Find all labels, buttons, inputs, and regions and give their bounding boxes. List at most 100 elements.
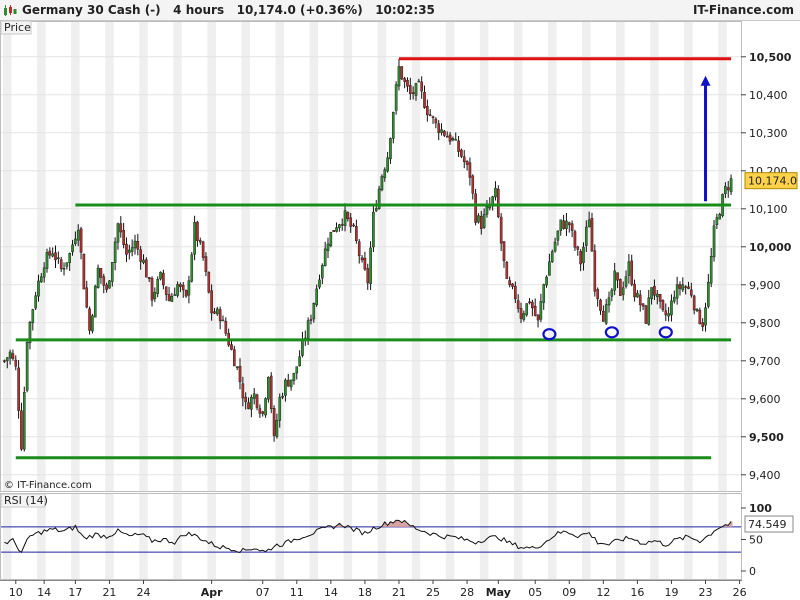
rsi-tick-label: 100 [749, 502, 772, 515]
candle-body [346, 212, 350, 220]
candle-body [658, 293, 662, 302]
candle-body [360, 257, 364, 261]
candle-body [497, 188, 500, 217]
candle-body [85, 287, 89, 308]
time-tick-label: May [486, 586, 511, 599]
price-panel-label: Price [4, 21, 31, 34]
candle-body [599, 299, 602, 311]
time-tick-label: 21 [392, 586, 406, 599]
candle-body [468, 162, 472, 178]
candle-body [269, 375, 273, 410]
candle-body [465, 160, 469, 165]
candle-body [241, 383, 245, 399]
candle-body [40, 276, 43, 283]
candle-body [184, 290, 188, 297]
candle-body [383, 169, 387, 178]
day-shade [513, 494, 523, 579]
candle-body [278, 397, 282, 421]
candle-body [145, 259, 148, 278]
chart-title: Germany 30 Cash (-) 4 hours 10,174.0 (+0… [22, 3, 435, 17]
candle-body [701, 322, 704, 328]
candle-body [437, 123, 441, 133]
candle-body [130, 247, 134, 252]
candle-body [715, 217, 719, 226]
candle-body [113, 241, 117, 263]
candle-body [593, 250, 597, 292]
candle-body [502, 241, 506, 262]
candle-body [198, 240, 202, 243]
target-arrow-head [700, 75, 711, 86]
candle-body [641, 303, 645, 307]
candle-body [233, 349, 236, 367]
candle-body [62, 268, 66, 270]
candle-body [335, 227, 338, 232]
price-tick-label: 10,400 [749, 89, 788, 102]
candle-body [34, 295, 37, 309]
candle-body [508, 280, 511, 286]
day-shade [411, 494, 421, 579]
candle-body [74, 238, 77, 244]
day-shade [309, 22, 319, 491]
time-tick-label: 07 [256, 586, 270, 599]
candle-body [630, 260, 634, 285]
candle-body [624, 276, 628, 287]
candle-body [548, 261, 551, 276]
day-shade [650, 22, 659, 491]
time-tick-label: 28 [460, 586, 474, 599]
candle-body [522, 313, 526, 320]
time-tick-label: Apr [201, 586, 223, 599]
price-tick-label: 9,500 [749, 431, 784, 444]
candle-body [181, 284, 185, 291]
rsi-panel: RSI (14) [0, 493, 741, 554]
candle-body [619, 279, 622, 296]
time-tick-label: 09 [562, 586, 576, 599]
support-touch-circle [658, 326, 673, 339]
time-tick-label: 10 [9, 586, 23, 599]
rsi-tick-label: 50 [749, 534, 763, 547]
day-shade [275, 22, 285, 491]
candle-body [607, 297, 611, 306]
candle-body [400, 66, 404, 80]
candle-body [647, 297, 651, 325]
candle-body [420, 81, 423, 92]
candle-body [301, 339, 304, 356]
candle-body [664, 310, 668, 316]
time-tick-label: 11 [290, 586, 304, 599]
candle-body [267, 377, 270, 400]
candle-body [5, 357, 9, 362]
candle-body [542, 284, 546, 303]
candle-body [672, 296, 676, 302]
candle-body [170, 295, 174, 302]
candle-body [275, 419, 279, 437]
candle-body [582, 246, 585, 263]
candle-body [289, 379, 293, 388]
candle-body [363, 257, 367, 270]
candle-body [690, 289, 693, 296]
day-shade [37, 494, 46, 579]
candle-body [604, 304, 608, 324]
price-tick-label: 10,500 [749, 51, 792, 64]
day-shade [3, 494, 12, 579]
candle-body [22, 392, 26, 450]
price-panel-frame [0, 21, 742, 492]
price-tick-label: 9,400 [749, 469, 781, 482]
candle-body [519, 308, 523, 319]
candle-body [533, 305, 537, 316]
candle-body [31, 309, 35, 323]
candle-body [93, 285, 97, 318]
candle-body [726, 187, 730, 191]
candle-body [252, 393, 256, 399]
day-shade [173, 22, 182, 491]
candle-body [372, 211, 375, 248]
candle-body [644, 305, 648, 324]
candle-body [91, 315, 94, 332]
candle-body [451, 138, 455, 141]
candle-body [349, 217, 353, 227]
time-tick-label: 25 [426, 586, 440, 599]
candle-body [255, 394, 259, 408]
candle-body [454, 139, 458, 141]
candle-body [386, 157, 389, 172]
candle-body [3, 360, 6, 362]
candle-body [329, 231, 333, 247]
